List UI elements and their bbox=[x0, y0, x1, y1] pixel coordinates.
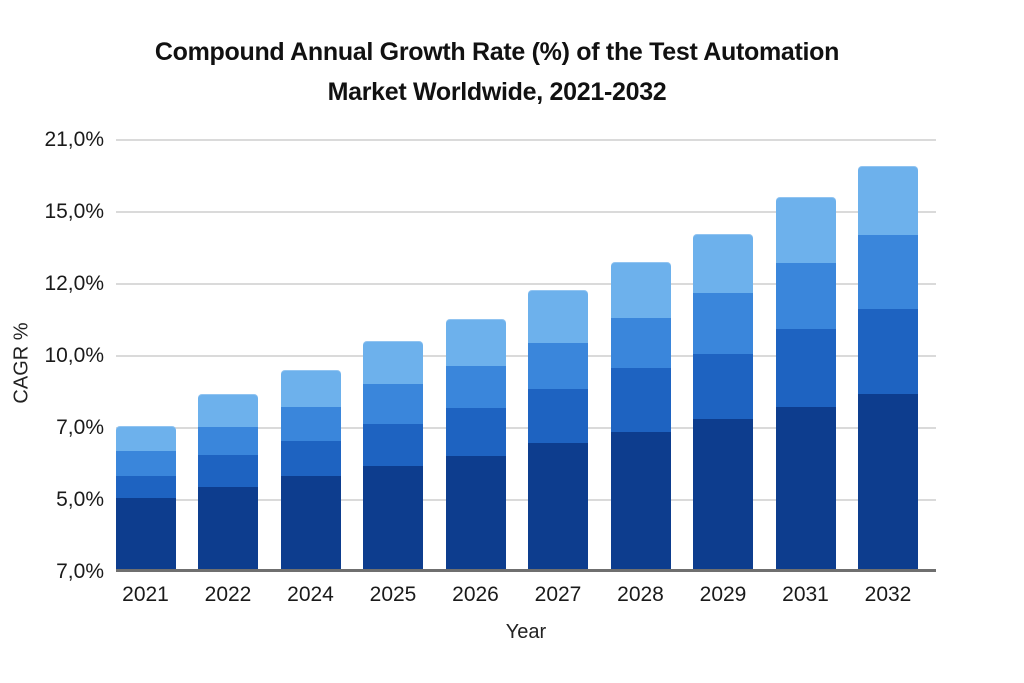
y-tick-label: 15,0% bbox=[44, 200, 104, 223]
bar-2031-segment-bottom-navy bbox=[775, 406, 836, 569]
bar-2028 bbox=[610, 262, 671, 569]
bar-2031-segment-top-light bbox=[775, 197, 836, 264]
bar-2022-segment-top-light bbox=[198, 393, 258, 427]
bar-2025-segment-upper-middle bbox=[363, 384, 423, 424]
bar-2026-segment-lower-middle bbox=[445, 407, 506, 456]
bar-2024-segment-top-light bbox=[280, 370, 341, 408]
bar-2024-segment-bottom-navy bbox=[280, 476, 341, 569]
bar-2028-segment-bottom-navy bbox=[610, 431, 671, 569]
bar-2032 bbox=[858, 166, 918, 569]
x-axis-title: Year bbox=[505, 621, 547, 643]
bar-2021-segment-lower-middle bbox=[115, 476, 176, 499]
bar-2021-segment-bottom-navy bbox=[115, 498, 176, 569]
bar-2025 bbox=[363, 341, 423, 569]
bar-2021-segment-upper-middle bbox=[115, 451, 176, 477]
y-tick-label: 5,0% bbox=[56, 488, 104, 511]
bar-2026 bbox=[445, 319, 506, 569]
plot-area: CAGR % Year 21,0% 15,0% 12,0% 10,0% 7,0% 5,0%… bbox=[11, 128, 936, 643]
chart-title-line-2: Market Worldwide, 2021-2032 bbox=[327, 78, 667, 106]
bar-2031-segment-upper-middle bbox=[775, 263, 836, 330]
x-tick-label: 2026 bbox=[452, 583, 499, 606]
bar-2027 bbox=[528, 290, 588, 569]
bar-2027-segment-top-light bbox=[528, 290, 588, 344]
x-tick-label: 2025 bbox=[369, 583, 417, 606]
y-tick-label: 12,0% bbox=[44, 272, 104, 295]
bar-2022 bbox=[198, 393, 258, 569]
bar-2025-segment-top-light bbox=[363, 341, 423, 385]
bar-2029-segment-upper-middle bbox=[693, 293, 753, 355]
bar-2021 bbox=[115, 426, 176, 569]
bar-2024-segment-upper-middle bbox=[280, 407, 341, 442]
chart-title: Compound Annual Growth Rate (%) of the T… bbox=[0, 32, 994, 112]
bar-2032-segment-lower-middle bbox=[858, 308, 918, 394]
x-tick-label: 2028 bbox=[617, 583, 664, 606]
bar-2032-segment-upper-middle bbox=[858, 234, 918, 309]
bar-2028-segment-top-light bbox=[610, 262, 671, 319]
x-tick-label: 2024 bbox=[287, 583, 334, 606]
bar-2026-segment-upper-middle bbox=[445, 365, 506, 408]
gridline bbox=[116, 355, 936, 357]
bar-2029-segment-top-light bbox=[693, 234, 753, 294]
gridline bbox=[116, 211, 936, 213]
bar-2024 bbox=[280, 370, 341, 569]
x-tick-label: 2021 bbox=[122, 583, 169, 606]
bar-2027-segment-upper-middle bbox=[528, 343, 588, 390]
bar-2022-segment-upper-middle bbox=[198, 426, 258, 455]
bar-2032-segment-top-light bbox=[858, 166, 918, 235]
gridline bbox=[116, 427, 936, 429]
bar-2025-segment-bottom-navy bbox=[363, 465, 423, 569]
bar-2022-segment-bottom-navy bbox=[198, 486, 258, 569]
bar-2031 bbox=[775, 197, 836, 569]
bar-2027-segment-lower-middle bbox=[528, 389, 588, 444]
chart-title-line-1: Compound Annual Growth Rate (%) of the T… bbox=[154, 38, 840, 66]
bar-2027-segment-bottom-navy bbox=[528, 443, 588, 569]
bar-2024-segment-lower-middle bbox=[280, 441, 341, 476]
bar-2029 bbox=[693, 234, 753, 570]
y-tick-label: 7,0% bbox=[56, 560, 104, 583]
bar-2028-segment-lower-middle bbox=[610, 368, 671, 432]
y-tick-label: 10,0% bbox=[44, 344, 104, 367]
bar-2026-segment-bottom-navy bbox=[445, 455, 506, 569]
y-tick-label: 7,0% bbox=[56, 416, 104, 439]
bar-2031-segment-lower-middle bbox=[775, 329, 836, 407]
x-tick-label: 2031 bbox=[782, 583, 829, 606]
x-tick-label: 2029 bbox=[699, 583, 747, 606]
bar-2022-segment-lower-middle bbox=[198, 454, 258, 487]
bar-2032-segment-bottom-navy bbox=[858, 393, 918, 569]
gridline bbox=[116, 283, 936, 285]
bar-2021-segment-top-light bbox=[115, 426, 176, 452]
bar-2029-segment-lower-middle bbox=[693, 354, 753, 420]
bar-2028-segment-upper-middle bbox=[610, 318, 671, 369]
bar-2025-segment-lower-middle bbox=[363, 423, 423, 466]
y-tick-label: 21,0% bbox=[44, 128, 104, 151]
gridline bbox=[116, 499, 936, 501]
x-tick-label: 2032 bbox=[864, 583, 912, 606]
gridline bbox=[116, 139, 936, 141]
bar-2029-segment-bottom-navy bbox=[693, 419, 753, 570]
x-tick-label: 2022 bbox=[204, 583, 252, 606]
bar-2026-segment-top-light bbox=[445, 319, 506, 366]
x-tick-label: 2027 bbox=[534, 583, 582, 606]
